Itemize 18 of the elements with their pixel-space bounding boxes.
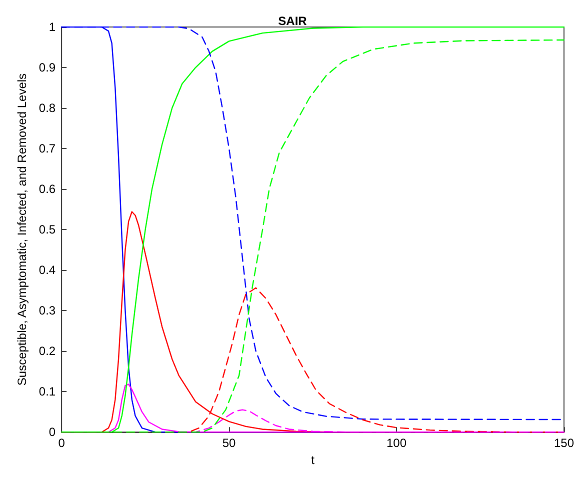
y-tick-label: 0.4 xyxy=(38,263,56,278)
chart-title: SAIR xyxy=(278,14,308,28)
x-tick-label: 50 xyxy=(222,436,236,450)
x-axis-title: t xyxy=(311,453,316,467)
x-tick-label: 100 xyxy=(386,436,407,450)
y-tick-label: 0.6 xyxy=(38,182,56,196)
y-tick-label: 0.1 xyxy=(38,384,56,399)
y-tick-label: 0.7 xyxy=(38,142,56,156)
y-tick-label: 1 xyxy=(48,20,56,34)
x-tick-label: 0 xyxy=(58,436,66,450)
y-tick-label: 0.9 xyxy=(38,60,56,75)
y-tick-label: 0.2 xyxy=(38,344,56,358)
y-tick-label: 0.8 xyxy=(38,101,56,116)
x-tick-label: 150 xyxy=(554,436,574,450)
y-tick-label: 0 xyxy=(48,425,56,440)
y-tick-label: 0.3 xyxy=(38,304,56,318)
y-tick-label: 0.5 xyxy=(38,222,56,237)
y-axis-title: Susceptible, Asymptomatic, Infected, and Removed Levels xyxy=(15,73,29,386)
